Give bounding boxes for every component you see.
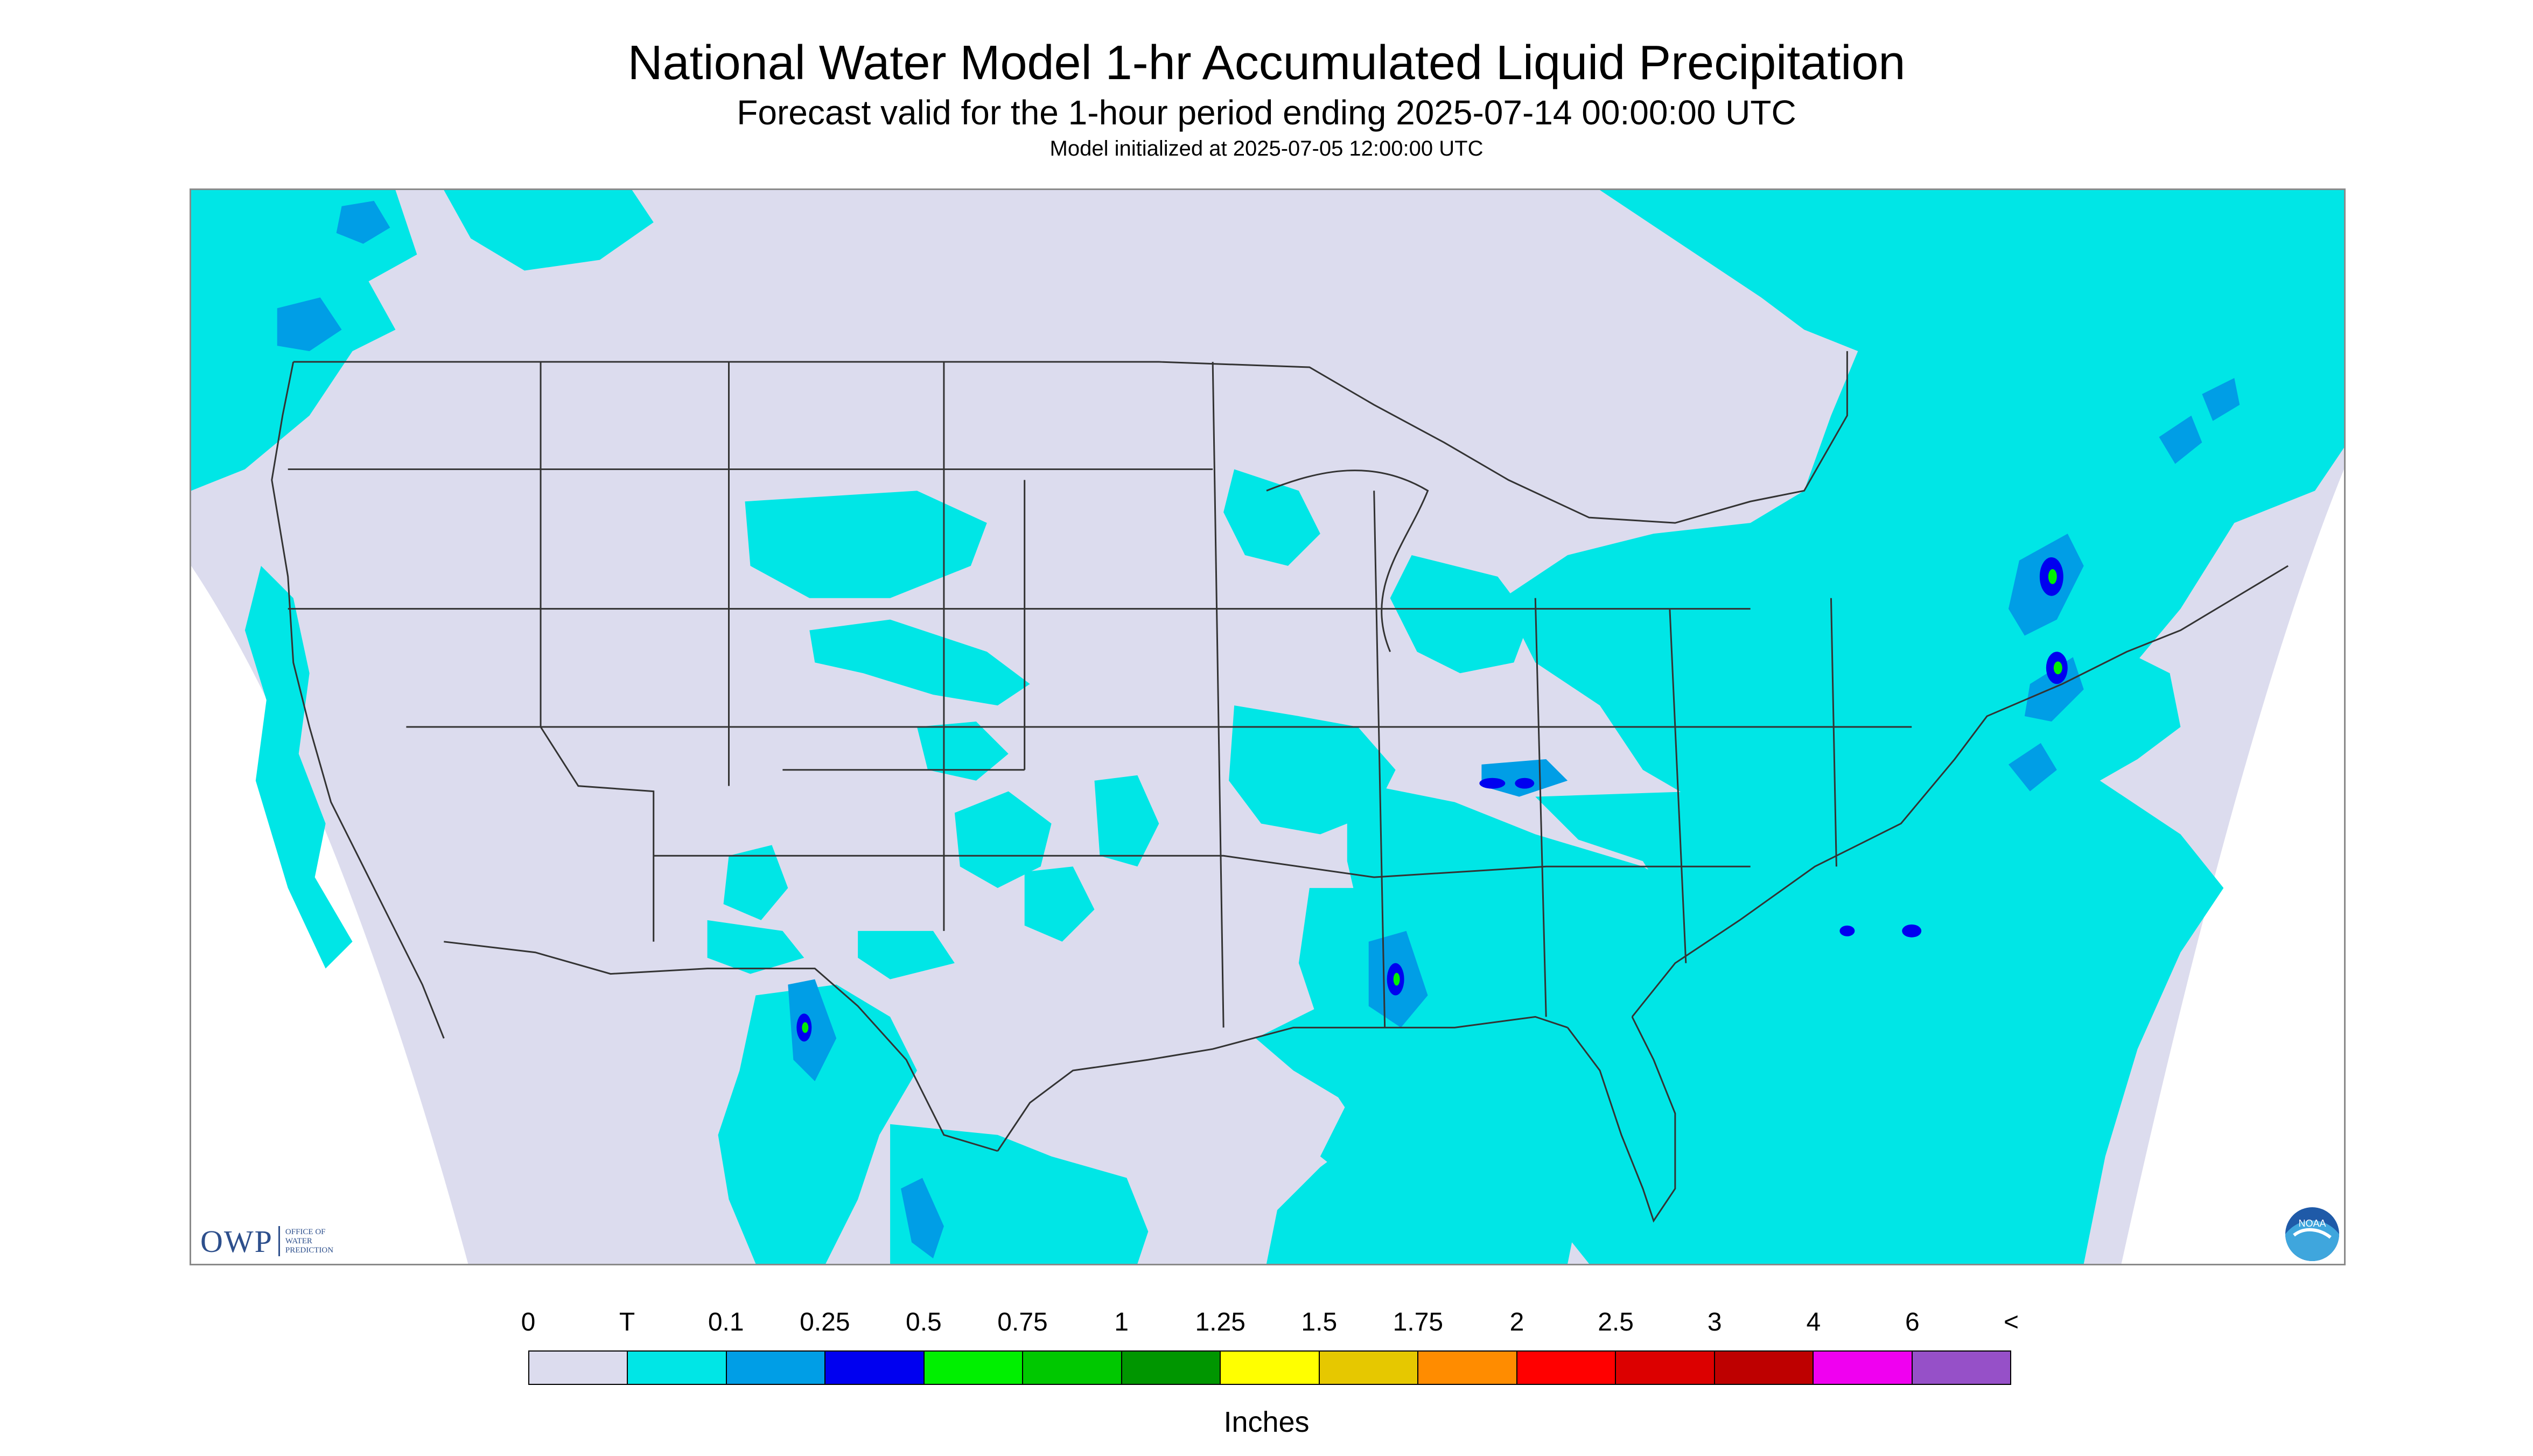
legend-tick-label: 0.75	[997, 1308, 1048, 1336]
legend-color-swatch	[1122, 1352, 1221, 1384]
legend-tick-label: 0.25	[800, 1308, 850, 1336]
legend-tick-label: 0.1	[708, 1308, 744, 1336]
legend-units-label: Inches	[1223, 1406, 1310, 1438]
legend-tick-label: 4	[1806, 1308, 1821, 1336]
model-init-time: Model initialized at 2025-07-05 12:00:00…	[1049, 137, 1484, 160]
precipitation-map	[190, 188, 2346, 1265]
owp-logo: OWP OFFICE OF WATER PREDICTION	[200, 1222, 333, 1260]
legend-tick-label: 2	[1509, 1308, 1524, 1336]
legend-color-swatch	[1418, 1352, 1517, 1384]
legend-tick-label: 1.75	[1393, 1308, 1444, 1336]
owp-logo-divider	[278, 1226, 280, 1256]
owp-logo-mark: OWP	[200, 1223, 273, 1259]
legend-tick-label: 1.5	[1301, 1308, 1338, 1336]
political-boundaries	[271, 351, 2289, 1223]
legend-tick-label: 0.5	[906, 1308, 942, 1336]
legend-tick-label: 3	[1707, 1308, 1722, 1336]
legend-color-swatch	[825, 1352, 925, 1384]
map-title: National Water Model 1-hr Accumulated Li…	[627, 36, 1906, 90]
legend-color-swatch	[1616, 1352, 1715, 1384]
legend-color-swatch	[1221, 1352, 1320, 1384]
heavy-precip-areas	[802, 569, 2062, 1033]
legend-tick-label: 2.5	[1598, 1308, 1634, 1336]
legend-color-swatch	[1319, 1352, 1419, 1384]
legend-tick-label: 6	[1905, 1308, 1920, 1336]
map-subtitle: Forecast valid for the 1-hour period end…	[737, 93, 1796, 132]
legend-color-swatch	[1814, 1352, 1913, 1384]
legend-tick-label: T	[619, 1308, 635, 1336]
legend-color-swatch	[628, 1352, 727, 1384]
legend-tick-label: 1	[1114, 1308, 1129, 1336]
legend-color-swatch	[1912, 1352, 2011, 1384]
legend-color-swatch	[1023, 1352, 1122, 1384]
legend-color-swatch	[1715, 1352, 1814, 1384]
legend-color-swatch	[1517, 1352, 1617, 1384]
legend-colorbar	[528, 1350, 2011, 1385]
legend-color-swatch	[726, 1352, 826, 1384]
legend-tick-label: 0	[521, 1308, 536, 1336]
noaa-logo-text: NOAA	[2298, 1218, 2326, 1229]
legend-color-swatch	[924, 1352, 1024, 1384]
owp-logo-line: OFFICE OF	[285, 1227, 326, 1236]
owp-logo-line: PREDICTION	[285, 1245, 334, 1255]
legend-color-swatch	[529, 1352, 628, 1384]
owp-logo-text: OFFICE OF WATER PREDICTION	[285, 1228, 333, 1255]
legend-tick-label: 1.25	[1195, 1308, 1245, 1336]
noaa-logo-icon: NOAA	[2285, 1207, 2339, 1261]
legend-tick-label: <	[2003, 1308, 2019, 1336]
owp-logo-line: WATER	[285, 1236, 312, 1245]
trace-precip-areas	[191, 190, 2344, 1264]
map-canvas	[191, 190, 2344, 1264]
